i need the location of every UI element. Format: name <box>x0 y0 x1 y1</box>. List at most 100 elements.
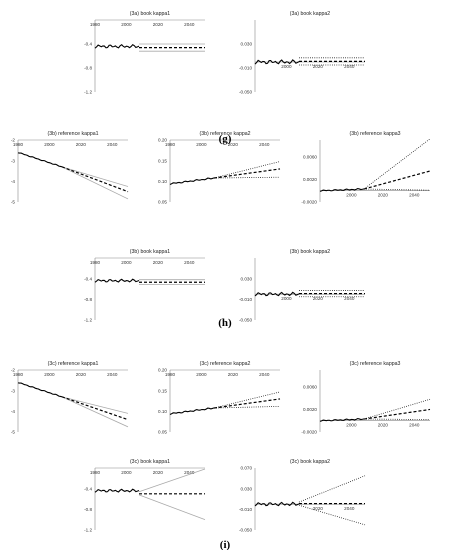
series-forecast-center <box>61 166 129 193</box>
y-tick-label: -0.8 <box>84 297 92 302</box>
series-history <box>319 418 365 422</box>
y-tick-label: 0.030 <box>241 486 253 491</box>
y-tick-label: 0.10 <box>158 409 167 414</box>
series-history <box>169 407 215 416</box>
x-tick-label: 2020 <box>76 372 87 377</box>
x-tick-label: 2000 <box>121 470 132 475</box>
x-tick-label: 2020 <box>313 296 324 301</box>
x-tick-label: 1980 <box>90 22 101 27</box>
subplot-10: (3c) reference kappa3 0.0060 0.0020 -0.0020… <box>301 361 431 435</box>
subplot-7: (3b) book kappa2 0.030 -0.010 -0.050 2000 202… <box>239 249 365 323</box>
x-tick-label: 1980 <box>13 142 24 147</box>
x-tick-label: 2040 <box>344 506 355 511</box>
series-lower-bound <box>298 504 366 526</box>
x-tick-label: 2020 <box>76 142 87 147</box>
y-tick-label: 0.15 <box>158 388 167 393</box>
y-tick-label: -0.4 <box>84 276 92 281</box>
series-history <box>94 43 140 49</box>
chart-title: (3b) book kappa2 <box>290 249 330 255</box>
y-tick-label: -1.2 <box>84 318 92 323</box>
y-tick-label: -3 <box>11 158 16 163</box>
series-history <box>254 501 300 507</box>
y-tick-label: 0.0060 <box>303 155 317 160</box>
y-tick-label: -0.050 <box>239 318 252 323</box>
subplot-1: (3a) book kappa1 -0.4 -0.8 -1.2 1980 2000 2020… <box>84 11 205 95</box>
series-forecast-center <box>363 170 431 190</box>
series-history <box>94 488 140 493</box>
y-tick-label: 0.0060 <box>303 385 317 390</box>
y-tick-label: -1.2 <box>84 90 92 95</box>
x-tick-label: 2020 <box>313 64 324 69</box>
series-history <box>254 291 300 297</box>
x-tick-label: 2020 <box>153 22 164 27</box>
y-tick-label: -0.0020 <box>301 200 317 205</box>
x-tick-label: 1980 <box>90 260 101 265</box>
x-tick-label: 2020 <box>228 372 239 377</box>
x-tick-label: 2040 <box>184 22 195 27</box>
chart-title: (3c) book kappa1 <box>130 459 170 465</box>
series-upper-bound <box>61 396 129 414</box>
x-tick-label: 2020 <box>228 142 239 147</box>
subplot-2: (3a) book kappa2 0.030 -0.010 -0.050 2000 202… <box>239 11 365 95</box>
x-tick-label: 2040 <box>184 470 195 475</box>
series-lower-bound <box>363 418 431 420</box>
x-tick-label: 2040 <box>259 372 270 377</box>
panel-label-i: (i) <box>220 539 231 550</box>
series-upper-bound <box>61 166 129 187</box>
y-tick-label: -0.010 <box>239 507 252 512</box>
subplot-6: (3b) book kappa1 -0.4 -0.8 -1.2 1980 2000 2020… <box>84 249 205 323</box>
y-tick-label: 0.05 <box>158 200 167 205</box>
y-tick-label: 0.0020 <box>303 407 317 412</box>
x-tick-label: 1980 <box>165 142 176 147</box>
y-tick-label: 0.15 <box>158 158 167 163</box>
series-lower-bound <box>138 494 206 521</box>
y-tick-label: 0.030 <box>241 276 253 281</box>
x-tick-label: 2000 <box>281 296 292 301</box>
x-tick-label: 2000 <box>281 64 292 69</box>
series-upper-bound <box>298 475 366 503</box>
series-lower-bound <box>363 188 431 191</box>
series-forecast-center <box>213 168 281 179</box>
x-tick-label: 2020 <box>153 260 164 265</box>
series-upper-bound <box>363 138 431 190</box>
y-tick-label: -2 <box>11 138 16 143</box>
y-tick-label: -0.010 <box>239 66 252 71</box>
x-tick-label: 2000 <box>44 142 55 147</box>
y-tick-label: 0.0020 <box>303 177 317 182</box>
x-tick-label: 2000 <box>346 193 357 198</box>
x-tick-label: 2020 <box>153 470 164 475</box>
series-upper-bound <box>138 468 206 493</box>
x-tick-label: 2000 <box>121 260 132 265</box>
x-tick-label: 2000 <box>346 423 357 428</box>
series-upper-bound <box>213 391 281 409</box>
y-tick-label: 0.20 <box>158 138 167 143</box>
subplot-12: (3c) book kappa2 0.070 0.030 -0.010 -0.050 20… <box>239 459 366 533</box>
subplot-8: (3c) reference kappa1 -2 -3 -4 -5 1980 2000 202… <box>11 361 129 435</box>
panel-label-h: (h) <box>218 317 232 329</box>
x-tick-label: 2040 <box>344 64 355 69</box>
y-tick-label: 0.20 <box>158 368 167 373</box>
subplot-3: (3b) reference kappa1 -2 -3 -4 -5 1980 2000 202… <box>11 131 129 205</box>
series-history <box>254 59 300 65</box>
y-tick-label: 0.030 <box>241 42 253 47</box>
series-upper-bound <box>213 161 281 179</box>
chart-title: (3a) book kappa2 <box>290 11 330 17</box>
series-history <box>17 152 63 168</box>
x-tick-label: 1980 <box>13 372 24 377</box>
y-tick-label: 0.070 <box>241 466 253 471</box>
y-tick-label: -5 <box>11 200 16 205</box>
x-tick-label: 2040 <box>409 193 420 198</box>
subplots: (3a) book kappa1 -0.4 -0.8 -1.2 1980 2000 2020… <box>11 11 431 533</box>
y-tick-label: -0.4 <box>84 486 92 491</box>
series-lower-bound <box>213 176 281 179</box>
x-tick-label: 2000 <box>196 372 207 377</box>
series-lower-bound <box>61 166 129 200</box>
y-tick-label: -2 <box>11 368 16 373</box>
chart-title: (3b) book kappa1 <box>130 249 170 255</box>
subplot-11: (3c) book kappa1 -0.4 -0.8 -1.2 1980 2000 2020… <box>84 459 206 533</box>
chart-title: (3c) book kappa2 <box>290 459 330 465</box>
x-tick-label: 2040 <box>344 296 355 301</box>
y-tick-label: -0.010 <box>239 297 252 302</box>
subplot-9: (3c) reference kappa2 0.20 0.15 0.10 0.05 198… <box>158 361 281 435</box>
x-tick-label: 1980 <box>90 470 101 475</box>
